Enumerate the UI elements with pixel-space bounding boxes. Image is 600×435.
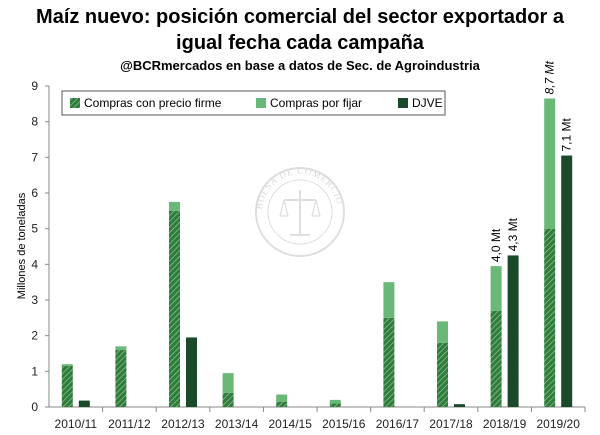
legend-label-firme: Compras con precio firme bbox=[84, 96, 222, 110]
x-tick-label: 2012/13 bbox=[161, 417, 205, 431]
data-annotation: 4,0 Mt bbox=[489, 228, 503, 262]
bar-compras-precio-firme bbox=[115, 349, 127, 407]
y-tick-label: 4 bbox=[31, 257, 38, 271]
bar-compras-por-fijar bbox=[222, 373, 234, 393]
bar-compras-por-fijar bbox=[169, 201, 180, 211]
bar-compras-precio-firme bbox=[169, 210, 180, 407]
legend-swatch-por-fijar bbox=[256, 98, 266, 108]
legend: Compras con precio firme Compras por fij… bbox=[61, 90, 446, 116]
bar-djve bbox=[454, 404, 465, 407]
y-tick-label: 2 bbox=[31, 329, 38, 343]
chart-title-line2: igual fecha cada campaña bbox=[176, 32, 424, 54]
bar-compras-precio-firme bbox=[437, 342, 448, 407]
bar-djve bbox=[561, 155, 573, 407]
y-tick-label: 3 bbox=[31, 293, 38, 307]
y-tick-label: 9 bbox=[31, 79, 38, 93]
bar-compras-precio-firme bbox=[61, 365, 73, 407]
bar-djve bbox=[78, 400, 90, 407]
bar-compras-por-fijar bbox=[329, 399, 341, 404]
bar-compras-por-fijar bbox=[383, 282, 395, 318]
bar-compras-por-fijar bbox=[61, 364, 73, 366]
bar-compras-precio-firme bbox=[222, 392, 234, 407]
legend-swatch-firme bbox=[70, 98, 80, 108]
bar-compras-precio-firme bbox=[383, 317, 395, 407]
bar-compras-precio-firme bbox=[329, 403, 341, 407]
bar-djve bbox=[507, 255, 519, 407]
bar-compras-precio-firme bbox=[544, 228, 556, 407]
x-tick-label: 2017/18 bbox=[429, 417, 473, 431]
chart-subtitle: @BCRmercados en base a datos de Sec. de … bbox=[120, 58, 480, 73]
x-tick-label: 2010/11 bbox=[55, 417, 98, 431]
data-annotation: 8,7 Mt bbox=[543, 60, 557, 94]
legend-swatch-djve bbox=[398, 98, 408, 108]
bar-compras-por-fijar bbox=[490, 266, 502, 311]
x-tick-label: 2011/12 bbox=[108, 417, 151, 431]
bar-compras-por-fijar bbox=[437, 321, 448, 343]
y-tick-label: 8 bbox=[31, 115, 38, 129]
x-tick-label: 2016/17 bbox=[376, 417, 420, 431]
y-axis-title: Millones de toneladas bbox=[16, 192, 28, 299]
bar-compras-precio-firme bbox=[490, 310, 502, 407]
data-annotation: 7,1 Mt bbox=[560, 118, 574, 152]
data-annotation: 4,3 Mt bbox=[506, 217, 520, 251]
legend-label-por-fijar: Compras por fijar bbox=[270, 96, 362, 110]
x-tick-label: 2018/19 bbox=[483, 417, 527, 431]
bar-compras-por-fijar bbox=[276, 394, 288, 402]
bar-compras-precio-firme bbox=[276, 401, 288, 407]
legend-label-djve: DJVE bbox=[412, 96, 443, 110]
legend-box bbox=[61, 90, 446, 116]
bar-compras-por-fijar bbox=[115, 346, 127, 350]
y-tick-label: 5 bbox=[31, 222, 38, 236]
x-tick-label: 2014/15 bbox=[269, 417, 313, 431]
bar-djve bbox=[186, 337, 197, 407]
chart-title-line1: Maíz nuevo: posición comercial del secto… bbox=[36, 6, 564, 28]
bar-compras-por-fijar bbox=[544, 98, 556, 229]
x-tick-label: 2019/20 bbox=[537, 417, 581, 431]
x-tick-label: 2013/14 bbox=[215, 417, 259, 431]
y-tick-label: 0 bbox=[31, 400, 38, 414]
y-tick-label: 1 bbox=[31, 364, 38, 378]
y-tick-label: 7 bbox=[31, 150, 38, 164]
y-tick-label: 6 bbox=[31, 186, 38, 200]
x-tick-label: 2015/16 bbox=[322, 417, 366, 431]
